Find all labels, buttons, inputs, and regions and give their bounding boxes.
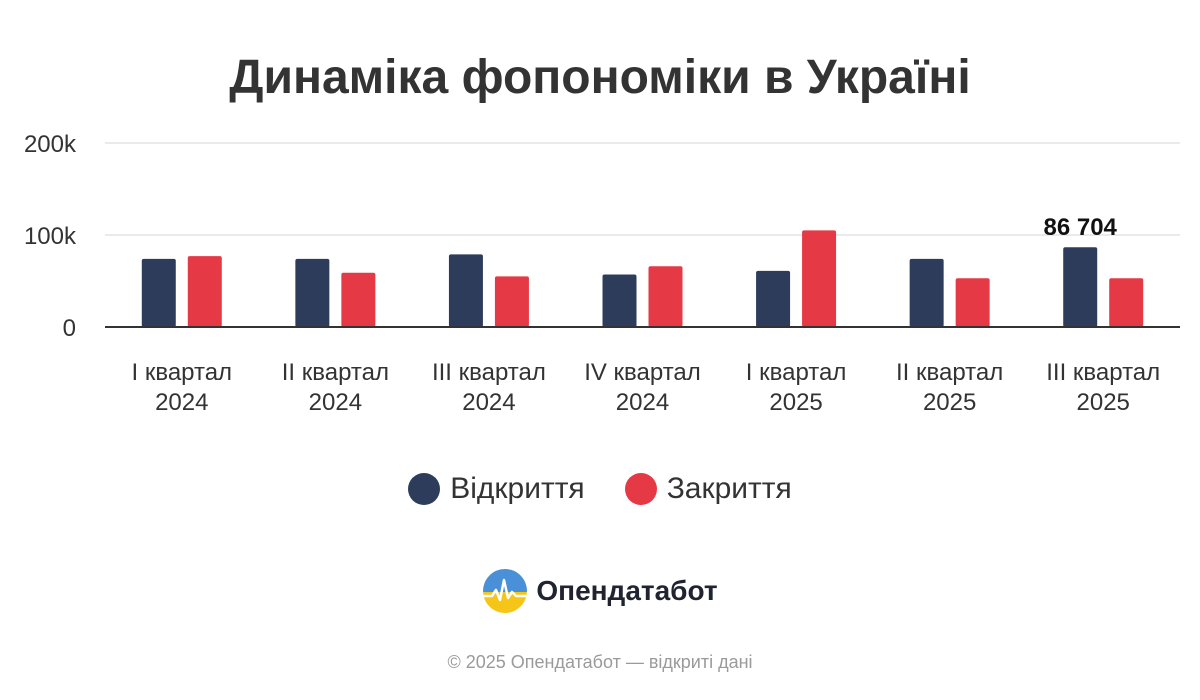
x-tick-label: I квартал <box>132 359 233 386</box>
bar-closures <box>187 256 222 327</box>
bar-openings <box>602 274 637 327</box>
bar-closures <box>955 278 990 327</box>
bar-closures <box>648 266 683 327</box>
x-tick-label: 2025 <box>769 389 822 416</box>
bar-openings <box>448 254 483 327</box>
bar-closures <box>494 276 529 327</box>
bar-openings <box>295 258 330 327</box>
x-tick-label: 2025 <box>923 389 976 416</box>
x-tick-label: 2024 <box>616 389 669 416</box>
bar-openings <box>909 258 944 327</box>
legend-item-closures: Закриття <box>624 472 792 506</box>
bar-closures <box>802 230 837 327</box>
y-tick-label: 100k <box>24 223 77 250</box>
legend-item-openings: Відкриття <box>408 472 585 506</box>
x-tick-label: 2025 <box>1077 389 1130 416</box>
bar-openings <box>1063 247 1098 327</box>
x-tick-label: III квартал <box>432 359 546 386</box>
x-tick-label: I квартал <box>746 359 847 386</box>
x-tick-label: IV квартал <box>584 359 701 386</box>
legend-label-closures: Закриття <box>666 472 792 505</box>
bar-closures <box>341 272 376 327</box>
chart-legend: Відкриття Закриття <box>0 472 1200 506</box>
legend-label-openings: Відкриття <box>450 472 585 505</box>
bar-openings <box>756 270 791 327</box>
x-tick-label: II квартал <box>896 359 1003 386</box>
y-tick-label: 200k <box>24 131 77 158</box>
copyright-text: © 2025 Опендатабот — відкриті дані <box>447 652 753 672</box>
bar-closures <box>1109 278 1144 327</box>
legend-swatch-closures <box>624 473 657 505</box>
x-tick-label: 2024 <box>462 389 515 416</box>
x-tick-label: 2024 <box>155 389 208 416</box>
brand: Опендатабот <box>0 568 1200 614</box>
chart-title: Динаміка фопономіки в Україні <box>229 51 971 104</box>
x-tick-label: II квартал <box>282 359 389 386</box>
data-label: 86 704 <box>1044 214 1118 241</box>
bar-chart: 0 100k 200k I квартал 2024 II квартал 2024 III … <box>24 131 1180 416</box>
legend-swatch-openings <box>408 473 441 505</box>
x-tick-label: 2024 <box>309 389 362 416</box>
bar-openings <box>141 258 176 327</box>
y-tick-label: 0 <box>63 315 76 342</box>
opendatabot-logo-icon <box>483 569 528 613</box>
x-tick-label: III квартал <box>1046 359 1160 386</box>
brand-name: Опендатабот <box>536 575 718 606</box>
